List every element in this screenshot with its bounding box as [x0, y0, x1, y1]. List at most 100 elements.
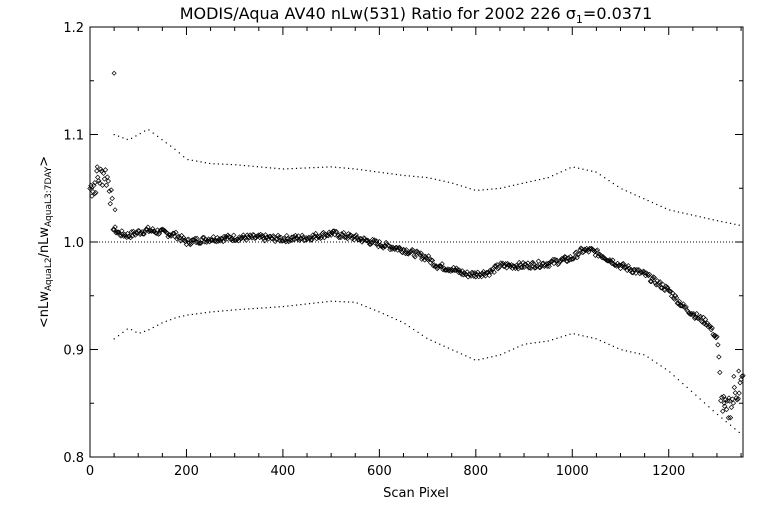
- ratio-point: [289, 237, 296, 243]
- ratio-point: [284, 232, 290, 239]
- lower-band-point: [703, 402, 706, 404]
- lower-band-point: [729, 424, 732, 426]
- upper-band-point: [252, 165, 254, 167]
- outlier-point: [721, 400, 727, 406]
- upper-band-point: [482, 189, 484, 191]
- lower-band-point: [695, 394, 697, 396]
- ratio-point: [547, 259, 553, 266]
- lower-band-point: [287, 305, 289, 307]
- lower-band-point: [165, 320, 167, 322]
- ratio-point: [705, 324, 711, 330]
- upper-band-point: [165, 142, 167, 144]
- ratio-point: [447, 266, 453, 273]
- lower-band-point: [556, 337, 558, 339]
- lower-band-point: [651, 359, 654, 361]
- ratio-point: [625, 263, 631, 269]
- upper-band-point: [452, 182, 454, 184]
- chart-title-sigma: σ: [566, 4, 576, 23]
- upper-band-point: [716, 220, 719, 222]
- ratio-point: [453, 265, 460, 271]
- ratio-point: [621, 264, 628, 271]
- upper-band-point: [243, 164, 246, 167]
- lower-band-point: [460, 353, 463, 355]
- ratio-point: [120, 231, 126, 238]
- chart-title: MODIS/Aqua AV40 nLw(531) Ratio for 2002 …: [180, 4, 653, 26]
- lower-band-point: [495, 355, 497, 357]
- lower-band-point: [243, 308, 246, 310]
- upper-band-point: [387, 172, 389, 174]
- ratio-point: [565, 255, 572, 261]
- ratio-point: [210, 234, 217, 240]
- ratio-point: [737, 380, 743, 386]
- ratio-point: [535, 258, 542, 264]
- ratio-point: [334, 229, 340, 236]
- ratio-point: [454, 267, 461, 273]
- upper-band-point: [222, 163, 224, 165]
- upper-band-point: [656, 203, 658, 206]
- ratio-point: [99, 182, 106, 188]
- lower-band-point: [326, 301, 328, 303]
- ratio-point: [717, 369, 723, 376]
- upper-band-point: [521, 182, 523, 185]
- ratio-point: [190, 237, 196, 243]
- ratio-point: [147, 228, 153, 234]
- ratio-point: [299, 232, 305, 239]
- lower-band-point: [491, 356, 493, 358]
- lower-band-point: [261, 307, 263, 309]
- lower-band-point: [534, 342, 536, 344]
- lower-band-point: [630, 351, 632, 353]
- upper-band-point: [343, 167, 345, 169]
- upper-band-point: [695, 215, 697, 217]
- ratio-point: [536, 264, 543, 271]
- upper-band-point: [560, 171, 562, 173]
- ratio-point: [546, 263, 552, 270]
- ratio-point: [629, 269, 635, 276]
- upper-band-point: [434, 178, 437, 180]
- ratio-point: [732, 390, 738, 396]
- ratio-point: [496, 264, 502, 271]
- lower-band-point: [469, 357, 471, 359]
- ratio-point: [260, 235, 267, 241]
- lower-band-point: [504, 352, 506, 354]
- upper-band-point: [608, 180, 610, 182]
- lower-band-point: [256, 307, 259, 309]
- ratio-point: [723, 406, 730, 413]
- ratio-point: [666, 288, 673, 294]
- upper-band-point: [126, 138, 128, 141]
- ratio-point: [694, 310, 700, 317]
- upper-band-point: [178, 152, 180, 154]
- outlier-point: [111, 70, 117, 76]
- ratio-point: [550, 256, 556, 263]
- upper-band-point: [239, 164, 241, 166]
- upper-band-point: [321, 166, 324, 168]
- ratio-point: [671, 296, 678, 302]
- lower-band-point: [300, 304, 302, 306]
- ratio-points: [87, 70, 746, 421]
- lower-band-point: [313, 302, 315, 304]
- upper-band-point: [517, 183, 519, 185]
- y-label-open: <nLw: [37, 291, 52, 328]
- lower-band-point: [473, 359, 476, 361]
- lower-band-point: [174, 317, 176, 319]
- lower-band-point: [213, 311, 215, 313]
- ratio-point: [274, 236, 280, 242]
- ratio-point: [439, 261, 445, 267]
- lower-band-point: [634, 352, 636, 354]
- ratio-point: [122, 231, 128, 238]
- ratio-point: [657, 279, 663, 285]
- upper-band-point: [682, 212, 684, 214]
- ratio-point: [104, 174, 111, 180]
- ratio-point: [687, 311, 693, 317]
- ratio-point: [256, 232, 262, 238]
- ratio-point: [422, 257, 428, 263]
- ratio-point: [669, 290, 676, 296]
- ratio-point: [695, 315, 702, 322]
- lower-band-point: [408, 325, 410, 328]
- upper-band-point: [356, 168, 358, 170]
- upper-band-point: [139, 132, 141, 135]
- upper-band-point: [187, 158, 189, 161]
- lower-band-point: [452, 349, 454, 351]
- ratio-point: [231, 232, 237, 238]
- lower-band-point: [565, 334, 567, 337]
- lower-band-point: [682, 382, 684, 385]
